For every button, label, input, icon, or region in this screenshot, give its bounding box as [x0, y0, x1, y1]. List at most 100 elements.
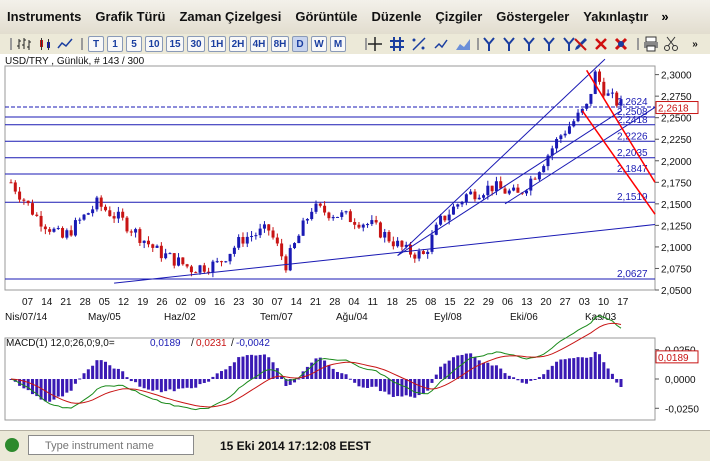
- macd-hist-bar: [250, 354, 254, 379]
- pin-left-icon[interactable]: [480, 36, 498, 52]
- macd-hist-bar: [361, 379, 365, 388]
- crosshair-icon[interactable]: [366, 36, 384, 52]
- menu-item-2[interactable]: Zaman Çizelgesi: [179, 9, 282, 24]
- candle-body: [293, 243, 297, 249]
- chart-area[interactable]: USD/TRY , Günlük, # 143 / 300 2,2624 2,250…: [0, 54, 710, 430]
- macd-hist-bar: [39, 379, 43, 400]
- menu-item-4[interactable]: Düzenle: [371, 9, 422, 24]
- macd-hist-bar: [271, 362, 275, 379]
- macd-hist-bar: [146, 379, 150, 390]
- x-day-label-22: 15: [444, 297, 456, 308]
- price-chart[interactable]: USD/TRY , Günlük, # 143 / 3002,26242,250…: [0, 54, 710, 430]
- menu-item-5[interactable]: Çizgiler: [435, 9, 483, 24]
- x-month-label-4: Ağu/04: [336, 312, 368, 323]
- toolbar-overflow-button[interactable]: »: [692, 38, 698, 50]
- pin-up-icon[interactable]: [500, 36, 518, 52]
- menu-overflow-button[interactable]: »: [661, 9, 669, 24]
- x-day-label-4: 05: [99, 297, 111, 308]
- grid-icon[interactable]: [388, 36, 406, 52]
- x-day-label-30: 10: [598, 297, 610, 308]
- period-button-5[interactable]: 5: [126, 36, 142, 52]
- candle-body: [585, 103, 589, 109]
- level-label-1: 2,2508: [617, 107, 648, 118]
- macd-hist-bar: [516, 379, 520, 381]
- area-chart-icon[interactable]: [454, 36, 472, 52]
- candle-body: [555, 139, 559, 149]
- candle-body: [503, 188, 507, 194]
- toolbar-separator-3-icon[interactable]: [474, 36, 482, 52]
- macd-hist-bar: [52, 379, 56, 400]
- candle-body: [524, 190, 528, 194]
- macd-hist-bar: [520, 379, 524, 383]
- macd-hist-bar: [99, 360, 103, 379]
- candle-body: [301, 220, 305, 236]
- menu-item-1[interactable]: Grafik Türü: [95, 9, 166, 24]
- macd-hist-bar: [159, 379, 163, 393]
- menu-item-7[interactable]: Yakınlaştır: [583, 9, 649, 24]
- candle-body: [529, 178, 533, 191]
- drawing-tools-icon[interactable]: [410, 36, 428, 52]
- menu-item-0[interactable]: Instruments: [7, 9, 82, 24]
- instrument-search-box[interactable]: [28, 435, 194, 455]
- candle-body: [181, 257, 185, 265]
- toolbar-separator-4-icon[interactable]: [634, 36, 642, 52]
- indicator-icon[interactable]: [432, 36, 450, 52]
- macd-hist-bar: [331, 368, 335, 379]
- price-axis-label-9: 2,0750: [661, 264, 692, 275]
- candle-body: [108, 210, 112, 217]
- period-button-1h[interactable]: 1H: [208, 36, 226, 52]
- macd-hist-bar: [245, 355, 249, 379]
- toolbar-separator-2-icon[interactable]: [362, 36, 370, 52]
- macd-hist-bar: [48, 379, 52, 402]
- period-button-1[interactable]: 1: [107, 36, 123, 52]
- level-label-0: 2,2624: [617, 97, 648, 108]
- period-button-10[interactable]: 10: [145, 36, 163, 52]
- candlestick-icon[interactable]: [36, 36, 54, 52]
- macd-hist-bar: [529, 379, 533, 381]
- line-chart-icon[interactable]: [56, 36, 74, 52]
- pin-center-icon[interactable]: [560, 36, 578, 52]
- period-button-d[interactable]: D: [292, 36, 308, 52]
- edit-object-icon[interactable]: [572, 36, 590, 52]
- price-axis-label-8: 2,1000: [661, 243, 692, 254]
- candle-body: [138, 229, 142, 243]
- candle-body: [177, 257, 181, 266]
- period-button-t[interactable]: T: [88, 36, 104, 52]
- candle-body: [439, 215, 443, 225]
- print-icon[interactable]: [642, 36, 660, 52]
- delete-all-icon[interactable]: [612, 36, 630, 52]
- add-instrument-icon[interactable]: [5, 438, 19, 452]
- candle-body: [542, 166, 546, 173]
- candle-body: [606, 93, 610, 96]
- period-button-m[interactable]: M: [330, 36, 346, 52]
- macd-hist-bar: [151, 379, 155, 391]
- x-day-label-20: 25: [406, 297, 418, 308]
- candle-body: [232, 247, 236, 254]
- toolbar-separator-icon[interactable]: [78, 36, 86, 52]
- macd-hist-bar: [512, 377, 516, 379]
- macd-hist-bar: [396, 379, 400, 397]
- toolbar-grip-icon[interactable]: [6, 36, 16, 52]
- candle-body: [482, 195, 486, 198]
- period-button-4h[interactable]: 4H: [250, 36, 268, 52]
- bar-chart-icon[interactable]: [16, 36, 34, 52]
- period-button-30[interactable]: 30: [187, 36, 205, 52]
- candle-body: [533, 178, 537, 180]
- level-label-7: 2,0627: [617, 269, 648, 280]
- period-button-w[interactable]: W: [311, 36, 327, 52]
- pin-right-icon[interactable]: [520, 36, 538, 52]
- x-day-label-31: 17: [617, 297, 629, 308]
- instrument-search-input[interactable]: [45, 438, 185, 454]
- candle-body: [567, 126, 571, 134]
- menu-item-3[interactable]: Görüntüle: [295, 9, 358, 24]
- macd-hist-bar: [215, 373, 219, 379]
- candle-body: [194, 272, 198, 274]
- scissors-icon[interactable]: [662, 36, 680, 52]
- period-button-8h[interactable]: 8H: [271, 36, 289, 52]
- menu-item-6[interactable]: Göstergeler: [496, 9, 570, 24]
- macd-hist-bar: [499, 368, 503, 379]
- period-button-2h[interactable]: 2H: [229, 36, 247, 52]
- period-button-15[interactable]: 15: [166, 36, 184, 52]
- pin-down-icon[interactable]: [540, 36, 558, 52]
- delete-icon[interactable]: [592, 36, 610, 52]
